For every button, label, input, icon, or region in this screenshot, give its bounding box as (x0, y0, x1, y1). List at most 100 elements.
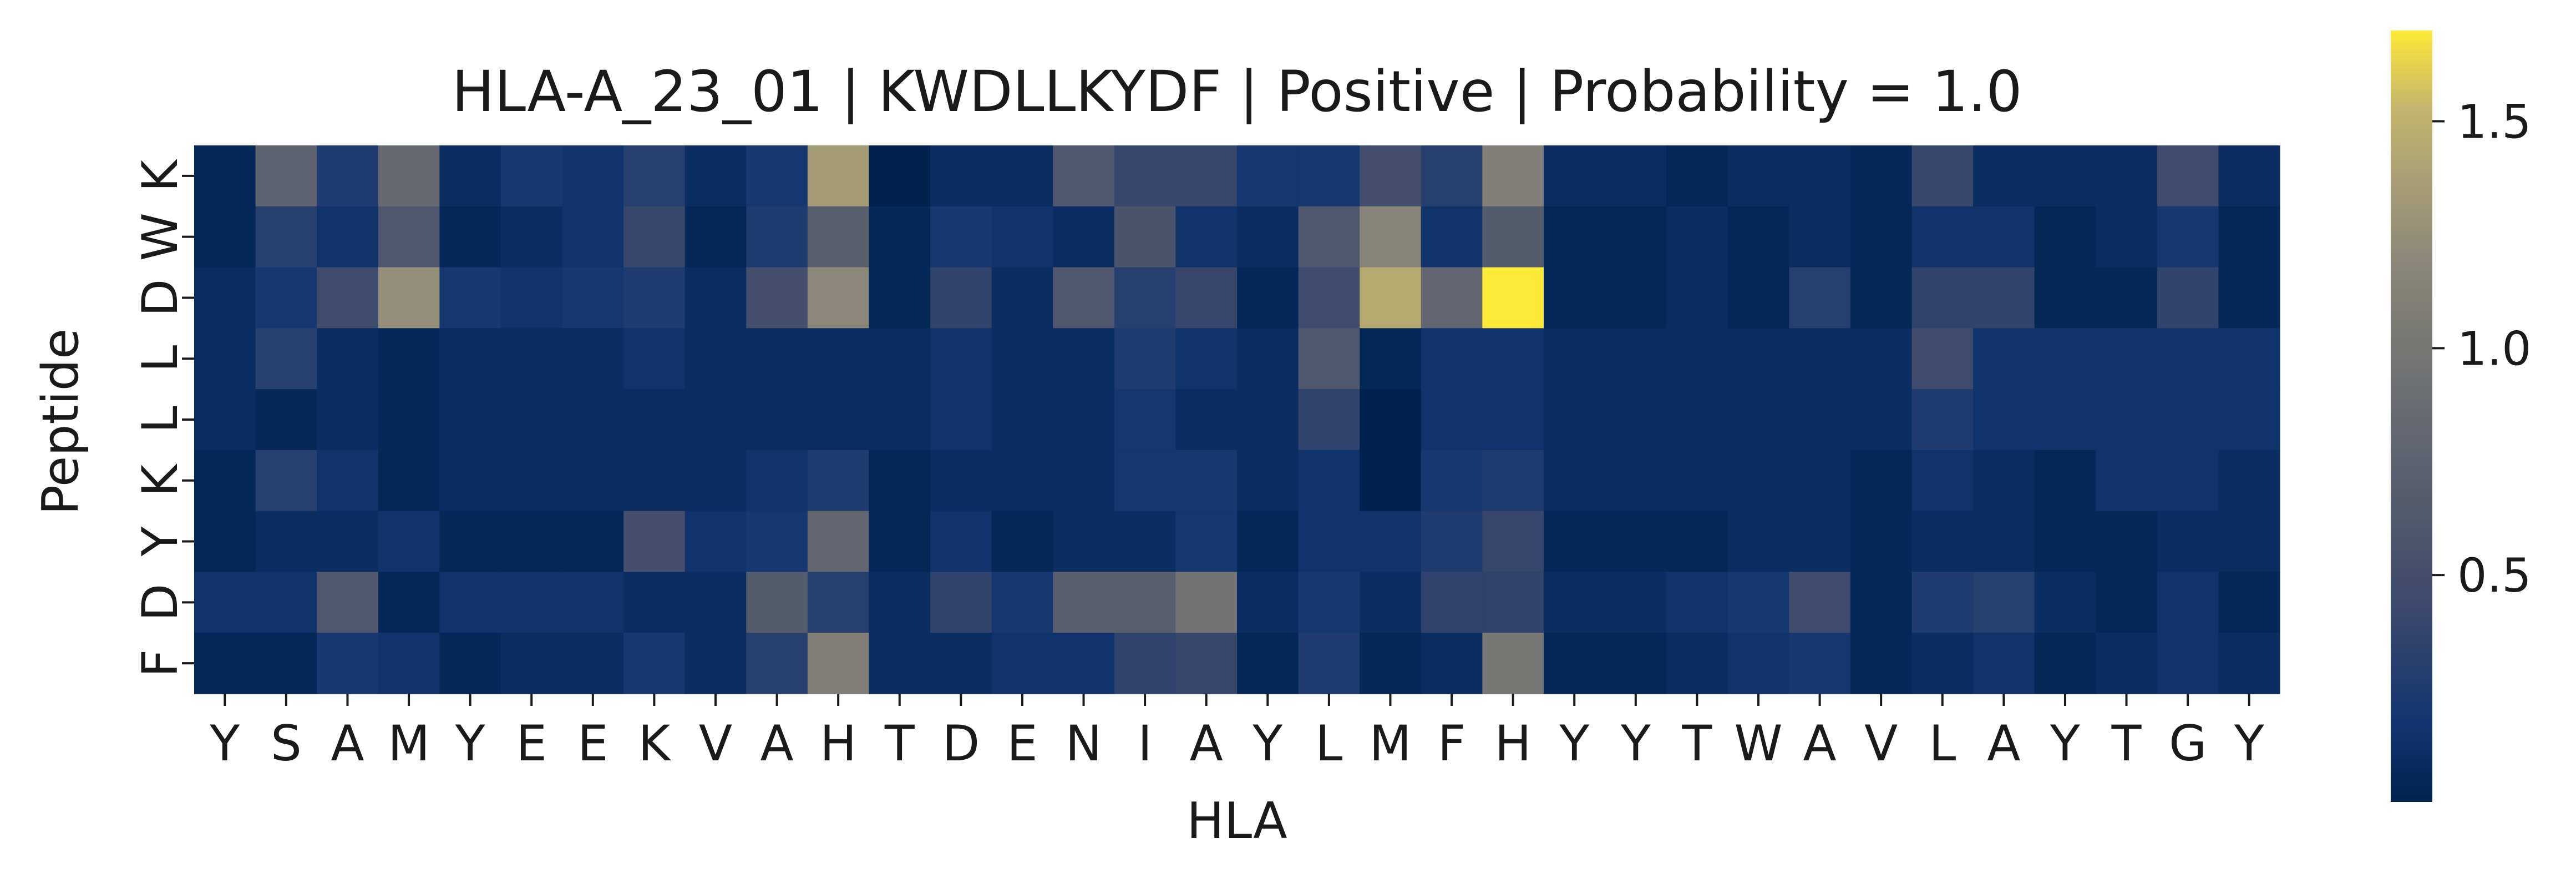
heatmap-cell (1053, 206, 1115, 268)
heatmap-cell (1053, 511, 1115, 573)
heatmap-cell (1973, 267, 2035, 329)
x-tick-label: L (1315, 715, 1342, 772)
heatmap-cell (2157, 389, 2219, 451)
heatmap-cell (1973, 633, 2035, 694)
heatmap-cell (1053, 572, 1115, 633)
heatmap-cell (1175, 572, 1238, 633)
heatmap-cell (1543, 450, 1606, 512)
heatmap-cell (623, 450, 686, 512)
heatmap-cell (2096, 206, 2158, 268)
heatmap-cell (930, 450, 992, 512)
y-tick-label: Y (131, 526, 189, 557)
heatmap-cell (2157, 206, 2219, 268)
heatmap-cell (930, 389, 992, 451)
heatmap-cell (439, 450, 501, 512)
heatmap-cell (991, 450, 1053, 512)
x-tick-label: K (638, 715, 672, 772)
heatmap-cell (1421, 572, 1483, 633)
heatmap-cell (1114, 511, 1177, 573)
heatmap-cell (1421, 267, 1483, 329)
heatmap-cell (1360, 633, 1422, 694)
heatmap-cell (746, 206, 808, 268)
heatmap-cell (1789, 389, 1851, 451)
heatmap-cell (439, 206, 501, 268)
heatmap-cell (194, 389, 256, 451)
heatmap-cell (623, 206, 686, 268)
heatmap-cell (194, 206, 256, 268)
heatmap-cell (1298, 267, 1360, 329)
x-tick-label: D (942, 715, 980, 772)
heatmap-cell (317, 572, 379, 633)
heatmap-cell (1666, 267, 1728, 329)
x-tick-label: Y (2050, 715, 2080, 772)
heatmap-cell (317, 145, 379, 207)
heatmap-cell (1666, 450, 1728, 512)
heatmap-cell (1421, 633, 1483, 694)
heatmap-cell (930, 145, 992, 207)
heatmap-cell (1911, 389, 1974, 451)
heatmap-cell (746, 572, 808, 633)
heatmap-cell (2096, 267, 2158, 329)
heatmap-cell (317, 267, 379, 329)
heatmap-cell (991, 267, 1053, 329)
heatmap-cell (317, 450, 379, 512)
heatmap-cell (623, 511, 686, 573)
heatmap-cell (1360, 145, 1422, 207)
heatmap-cell (1666, 328, 1728, 390)
y-tick-label: W (131, 213, 189, 261)
heatmap-cell (869, 450, 931, 512)
heatmap-cell (1114, 267, 1177, 329)
heatmap-cell (255, 389, 317, 451)
y-tick-label: L (131, 345, 189, 372)
heatmap-cell (439, 145, 501, 207)
heatmap-cell (562, 145, 624, 207)
heatmap-cell (562, 633, 624, 694)
heatmap-cell (500, 328, 563, 390)
heatmap-cell (1543, 389, 1606, 451)
colorbar-tick-label: 1.5 (2457, 95, 2532, 149)
heatmap-cell (1114, 145, 1177, 207)
heatmap-cell (1053, 450, 1115, 512)
heatmap-cell (807, 511, 870, 573)
heatmap-cell (1482, 450, 1544, 512)
heatmap-cell (1360, 389, 1422, 451)
heatmap-cell (1850, 450, 1913, 512)
x-tick-label: T (884, 715, 915, 772)
y-tick-label: L (131, 406, 189, 433)
heatmap-cell (255, 450, 317, 512)
heatmap-cell (1482, 633, 1544, 694)
x-tick-label: H (1495, 715, 1532, 772)
heatmap-cell (255, 206, 317, 268)
heatmap-cell (500, 572, 563, 633)
heatmap-cell (1666, 145, 1728, 207)
heatmap-cell (1605, 328, 1667, 390)
heatmap-cell (1789, 206, 1851, 268)
x-tick-label: T (1682, 715, 1713, 772)
heatmap-cell (1175, 633, 1238, 694)
heatmap-cell (500, 267, 563, 329)
heatmap-cell (991, 145, 1053, 207)
heatmap-cell (2218, 206, 2280, 268)
heatmap-cell (869, 328, 931, 390)
heatmap-cell (746, 389, 808, 451)
heatmap-cell (684, 267, 747, 329)
heatmap-cell (1237, 633, 1299, 694)
heatmap-cell (378, 572, 440, 633)
heatmap-cell (2218, 572, 2280, 633)
heatmap-cell (869, 206, 931, 268)
heatmap-cell (562, 206, 624, 268)
heatmap-cell (317, 328, 379, 390)
heatmap-cell (194, 633, 256, 694)
heatmap-cell (1911, 511, 1974, 573)
heatmap-cell (991, 328, 1053, 390)
heatmap-cell (562, 328, 624, 390)
heatmap-cell (684, 389, 747, 451)
heatmap-cell (684, 511, 747, 573)
heatmap-cell (1421, 389, 1483, 451)
heatmap-cell (1175, 511, 1238, 573)
heatmap-cell (930, 328, 992, 390)
heatmap-cell (1543, 145, 1606, 207)
heatmap-cell (869, 145, 931, 207)
x-tick-label: E (516, 715, 547, 772)
heatmap-cell (623, 389, 686, 451)
